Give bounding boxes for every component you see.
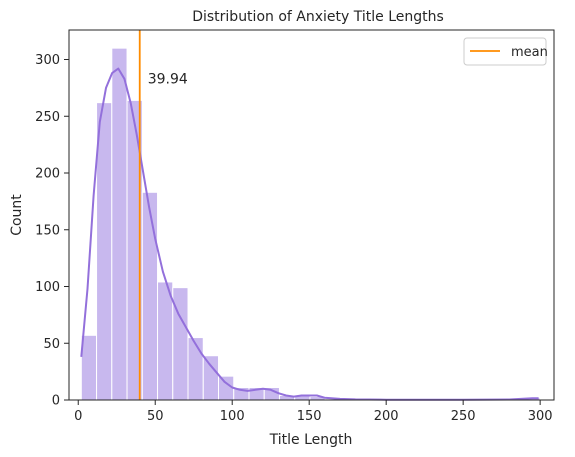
histogram-bar (157, 281, 174, 401)
x-axis-label: Title Length (269, 432, 353, 448)
legend-mean-label: mean (511, 45, 548, 60)
y-tick-label: 100 (35, 280, 60, 295)
y-tick-label: 50 (43, 337, 60, 352)
x-tick-label: 0 (74, 409, 82, 424)
legend: mean (463, 37, 548, 66)
histogram-bars (80, 47, 541, 401)
y-axis-label: Count (9, 194, 25, 236)
histogram-bar (96, 102, 113, 401)
y-tick-label: 150 (35, 223, 60, 238)
y-axis-ticks: 0 50 100 150 200 250 300 (35, 53, 69, 409)
kde-curve (80, 67, 539, 401)
x-tick-label: 250 (451, 409, 476, 424)
x-tick-label: 200 (374, 409, 399, 424)
x-tick-label: 100 (220, 409, 245, 424)
histogram-bar (141, 191, 159, 401)
x-tick-label: 300 (528, 409, 553, 424)
x-axis-ticks: 0 50 100 150 200 250 300 (74, 400, 553, 424)
chart-title: Distribution of Anxiety Title Lengths (192, 9, 444, 25)
y-tick-label: 200 (35, 167, 60, 182)
mean-value-label: 39.94 (148, 71, 188, 87)
histogram-bar (187, 337, 204, 401)
x-tick-label: 150 (297, 409, 322, 424)
y-tick-label: 250 (35, 110, 60, 125)
legend-box (463, 37, 547, 66)
y-tick-label: 0 (52, 394, 60, 409)
histogram-bar (111, 47, 128, 401)
plot-frame (68, 29, 555, 401)
histogram-bar (80, 334, 98, 401)
y-tick-label: 300 (35, 53, 60, 68)
histogram-bar (202, 355, 220, 401)
x-tick-label: 50 (147, 409, 164, 424)
